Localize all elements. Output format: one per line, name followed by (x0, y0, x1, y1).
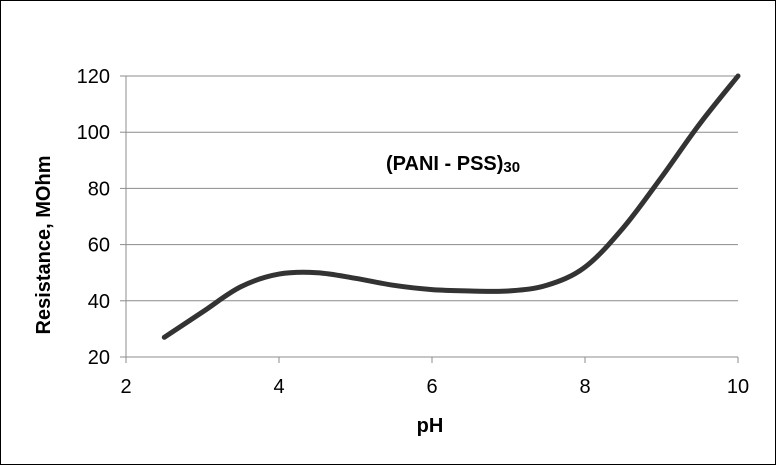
annotation-subscript: 30 (503, 159, 520, 176)
series-annotation: (PANI - PSS)30 (386, 153, 520, 176)
y-tick-label: 120 (77, 66, 110, 88)
gridlines (126, 75, 738, 302)
y-tick-label: 40 (88, 291, 110, 313)
x-tick-label: 4 (273, 376, 284, 398)
series-layer (161, 73, 741, 340)
axes (120, 75, 739, 363)
x-tick-label: 10 (727, 376, 749, 398)
y-tick-label: 20 (88, 347, 110, 369)
y-tick-label: 60 (88, 235, 110, 257)
x-tick-label: 8 (579, 376, 590, 398)
x-tick-label: 6 (426, 376, 437, 398)
series-line (161, 73, 741, 340)
y-axis-title: Resistance, MOhm (33, 156, 55, 335)
y-tick-label: 100 (77, 122, 110, 144)
y-tick-label: 80 (88, 178, 110, 200)
x-tick-labels: 2 4 6 8 10 (120, 376, 749, 398)
annotation-main: (PANI - PSS) (386, 153, 503, 175)
y-tick-labels: 20 40 60 80 100 120 (77, 66, 110, 369)
x-tick-label: 2 (120, 376, 131, 398)
x-axis-title: pH (417, 415, 444, 437)
